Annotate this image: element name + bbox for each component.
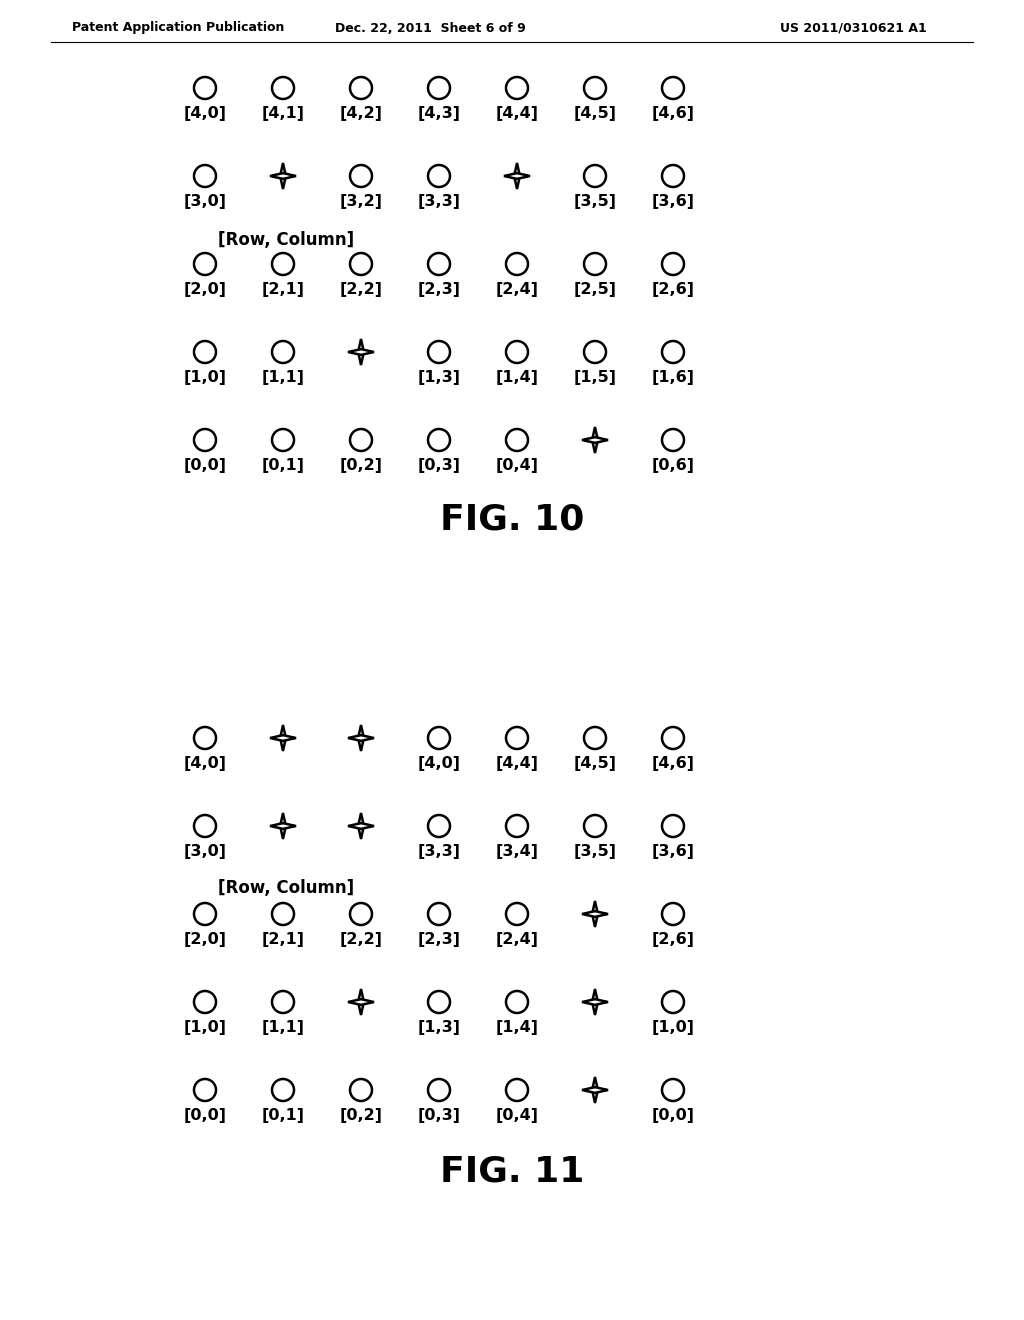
Text: [Row, Column]: [Row, Column] [218, 879, 354, 898]
Text: [2,0]: [2,0] [183, 282, 226, 297]
Text: Dec. 22, 2011  Sheet 6 of 9: Dec. 22, 2011 Sheet 6 of 9 [335, 21, 525, 34]
Text: [4,2]: [4,2] [340, 106, 383, 121]
Polygon shape [358, 813, 364, 840]
Text: [2,1]: [2,1] [261, 282, 304, 297]
Text: [1,0]: [1,0] [183, 1020, 226, 1035]
Text: [2,6]: [2,6] [651, 932, 694, 946]
Text: [3,5]: [3,5] [573, 843, 616, 859]
Text: [0,1]: [0,1] [261, 458, 304, 473]
Text: [0,1]: [0,1] [261, 1107, 304, 1123]
Text: [2,4]: [2,4] [496, 282, 539, 297]
Polygon shape [281, 162, 286, 189]
Text: [1,3]: [1,3] [418, 1020, 461, 1035]
Polygon shape [582, 437, 608, 444]
Text: US 2011/0310621 A1: US 2011/0310621 A1 [780, 21, 927, 34]
Text: [2,0]: [2,0] [183, 932, 226, 946]
Polygon shape [281, 813, 286, 840]
Text: [4,3]: [4,3] [418, 106, 461, 121]
Text: [4,1]: [4,1] [261, 106, 304, 121]
Text: [0,3]: [0,3] [418, 1107, 461, 1123]
Polygon shape [592, 989, 598, 1015]
Polygon shape [504, 173, 530, 178]
Text: [3,5]: [3,5] [573, 194, 616, 209]
Text: [2,3]: [2,3] [418, 282, 461, 297]
Text: [1,6]: [1,6] [651, 370, 694, 385]
Text: [2,6]: [2,6] [651, 282, 694, 297]
Polygon shape [348, 999, 374, 1005]
Polygon shape [348, 824, 374, 829]
Text: [3,6]: [3,6] [651, 843, 694, 859]
Text: [3,0]: [3,0] [183, 194, 226, 209]
Text: [0,6]: [0,6] [651, 458, 694, 473]
Text: [2,4]: [2,4] [496, 932, 539, 946]
Text: [Row, Column]: [Row, Column] [218, 231, 354, 249]
Polygon shape [281, 725, 286, 751]
Text: [0,2]: [0,2] [340, 458, 383, 473]
Polygon shape [270, 824, 296, 829]
Polygon shape [514, 162, 520, 189]
Text: [3,0]: [3,0] [183, 843, 226, 859]
Text: [2,3]: [2,3] [418, 932, 461, 946]
Text: [3,6]: [3,6] [651, 194, 694, 209]
Text: [4,6]: [4,6] [651, 106, 694, 121]
Text: [0,4]: [0,4] [496, 1107, 539, 1123]
Text: [4,0]: [4,0] [183, 106, 226, 121]
Text: [0,2]: [0,2] [340, 1107, 383, 1123]
Polygon shape [348, 735, 374, 741]
Polygon shape [582, 911, 608, 917]
Text: [4,0]: [4,0] [183, 756, 226, 771]
Text: [4,5]: [4,5] [573, 106, 616, 121]
Text: [1,4]: [1,4] [496, 1020, 539, 1035]
Text: [4,4]: [4,4] [496, 106, 539, 121]
Text: [1,5]: [1,5] [573, 370, 616, 385]
Text: [2,1]: [2,1] [261, 932, 304, 946]
Text: [2,5]: [2,5] [573, 282, 616, 297]
Text: [2,2]: [2,2] [340, 932, 383, 946]
Text: [3,3]: [3,3] [418, 194, 461, 209]
Polygon shape [592, 1077, 598, 1104]
Text: [1,1]: [1,1] [261, 370, 304, 385]
Polygon shape [582, 1088, 608, 1093]
Polygon shape [270, 173, 296, 178]
Text: [1,4]: [1,4] [496, 370, 539, 385]
Text: FIG. 11: FIG. 11 [440, 1155, 584, 1189]
Text: Patent Application Publication: Patent Application Publication [72, 21, 285, 34]
Polygon shape [358, 725, 364, 751]
Polygon shape [592, 902, 598, 927]
Text: [3,2]: [3,2] [340, 194, 383, 209]
Polygon shape [358, 989, 364, 1015]
Polygon shape [358, 339, 364, 366]
Text: [0,0]: [0,0] [183, 458, 226, 473]
Text: [4,0]: [4,0] [418, 756, 461, 771]
Polygon shape [582, 999, 608, 1005]
Text: [1,0]: [1,0] [183, 370, 226, 385]
Text: [2,2]: [2,2] [340, 282, 383, 297]
Text: [4,4]: [4,4] [496, 756, 539, 771]
Text: [0,3]: [0,3] [418, 458, 461, 473]
Text: [0,0]: [0,0] [651, 1107, 694, 1123]
Text: [1,0]: [1,0] [651, 1020, 694, 1035]
Text: [4,6]: [4,6] [651, 756, 694, 771]
Polygon shape [270, 735, 296, 741]
Text: [4,5]: [4,5] [573, 756, 616, 771]
Text: [1,1]: [1,1] [261, 1020, 304, 1035]
Text: [1,3]: [1,3] [418, 370, 461, 385]
Text: [3,4]: [3,4] [496, 843, 539, 859]
Polygon shape [348, 348, 374, 355]
Text: [0,0]: [0,0] [183, 1107, 226, 1123]
Polygon shape [592, 426, 598, 453]
Text: [0,4]: [0,4] [496, 458, 539, 473]
Text: [3,3]: [3,3] [418, 843, 461, 859]
Text: FIG. 10: FIG. 10 [440, 503, 584, 537]
